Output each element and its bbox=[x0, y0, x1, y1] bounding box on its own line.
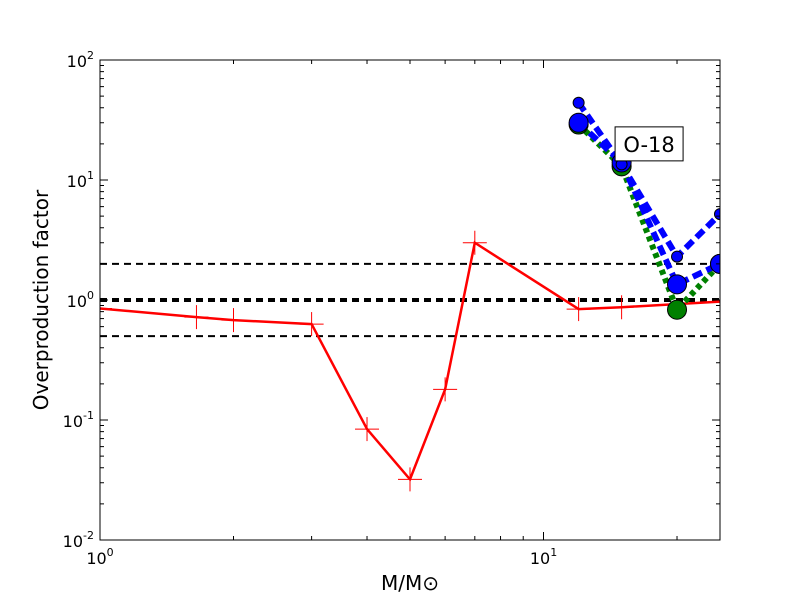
series-0-point-5 bbox=[398, 467, 422, 492]
series-0-point-10 bbox=[708, 289, 720, 314]
series-3-point-3 bbox=[714, 208, 720, 221]
series-0-point-3 bbox=[299, 312, 324, 337]
series-2-point-3 bbox=[710, 253, 720, 274]
series-0-point-7 bbox=[462, 230, 487, 255]
series-0-point-1 bbox=[184, 305, 209, 330]
series-0-point-8 bbox=[566, 297, 591, 322]
x-tick-label: 101 bbox=[530, 546, 557, 568]
series-1-point-2 bbox=[667, 299, 688, 320]
y-tick-label: 102 bbox=[67, 49, 94, 71]
series-2-point-0 bbox=[568, 112, 589, 133]
series-3-point-2 bbox=[671, 250, 684, 263]
y-axis-label: Overproduction factor bbox=[29, 189, 53, 410]
x-axis-label: M/M⊙ bbox=[381, 571, 439, 595]
series-0-point-6 bbox=[433, 377, 458, 402]
series-0-point-0 bbox=[100, 296, 112, 321]
y-tick-label: 10-2 bbox=[63, 529, 94, 551]
series-0-point-4 bbox=[355, 417, 380, 442]
series-line-3 bbox=[576, 101, 720, 262]
annotation-box bbox=[614, 126, 684, 162]
y-tick-label: 10-1 bbox=[63, 409, 94, 431]
x-tick-label: 100 bbox=[86, 546, 113, 568]
series-line-2 bbox=[576, 120, 720, 289]
y-tick-label: 101 bbox=[67, 169, 94, 191]
series-2-point-2 bbox=[667, 274, 688, 295]
annotation-label: O-18 bbox=[623, 133, 674, 157]
series-0-point-2 bbox=[221, 308, 246, 333]
series-0-point-9 bbox=[609, 295, 634, 320]
y-tick-label: 100 bbox=[67, 289, 94, 311]
annotation-0: O-18 bbox=[614, 126, 684, 162]
series-3-point-0 bbox=[572, 96, 585, 109]
